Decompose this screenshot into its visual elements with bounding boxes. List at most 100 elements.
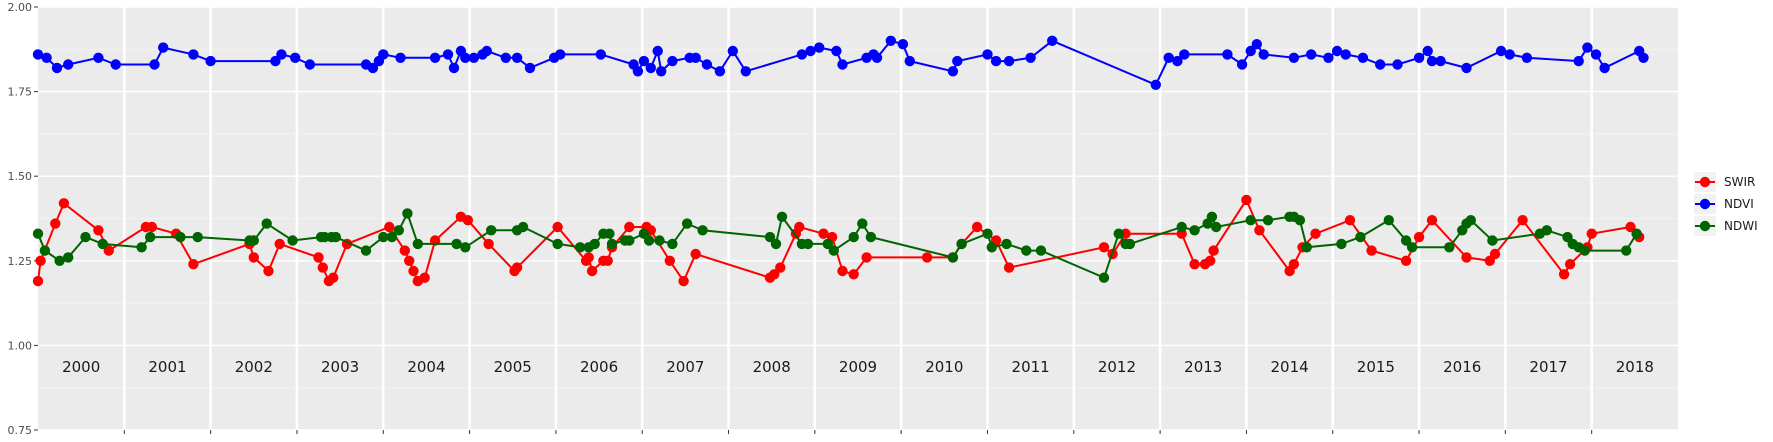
year-label: 2001 (148, 358, 186, 376)
ndvi-point (149, 59, 160, 70)
swir-point (775, 262, 786, 273)
ndvi-point (1003, 55, 1015, 67)
swir-point (1558, 269, 1570, 280)
swir-point (146, 221, 158, 233)
ndwi-point (1262, 215, 1274, 226)
ndwi-point (770, 238, 782, 250)
ndwi-point (97, 238, 108, 250)
ndwi-point (1211, 221, 1222, 233)
swir-point (93, 225, 104, 236)
swir-point (103, 245, 115, 256)
ndwi-point (1355, 231, 1366, 243)
ndvi-point (1251, 39, 1263, 50)
ndwi-point (1301, 242, 1313, 253)
swir-point (1400, 255, 1412, 266)
swir-point (1098, 242, 1110, 253)
ndwi-point (1400, 235, 1412, 246)
ndvi-point (740, 66, 751, 77)
year-label: 2011 (1012, 358, 1050, 376)
ndvi-point (1306, 49, 1317, 60)
ndvi-point (1426, 55, 1438, 67)
ndvi-point (270, 55, 281, 67)
ndwi-point (1294, 215, 1306, 226)
legend-key-point (1699, 176, 1711, 188)
ndwi-point (1487, 235, 1498, 246)
ndwi-point (460, 242, 471, 253)
legend: SWIR NDVI NDWI (1694, 172, 1758, 236)
ndvi-point (690, 52, 701, 63)
ndvi-point (367, 62, 379, 74)
swir-point (1241, 194, 1252, 206)
ndvi-series (32, 35, 1649, 91)
swir-point (408, 265, 419, 277)
ndvi-point (1599, 62, 1610, 74)
ndvi-point (885, 35, 896, 46)
swir-point (35, 255, 46, 266)
swir-point (32, 275, 44, 287)
ndvi-point (378, 49, 389, 60)
ndvi-point (897, 39, 909, 50)
ndvi-point (805, 45, 816, 57)
ndwi-point (1245, 215, 1256, 226)
y-tick-label: 2.00 (8, 1, 33, 14)
ndvi-point (395, 52, 406, 63)
ndvi-point (1150, 79, 1162, 91)
swir-point (861, 252, 872, 263)
ndwi-point (848, 231, 859, 243)
ndwi-point (552, 238, 563, 250)
ndvi-point (1573, 55, 1584, 67)
ndwi-point (486, 225, 497, 236)
ndwi-point (828, 245, 839, 256)
year-label: 2015 (1357, 358, 1395, 376)
swir-point (1205, 255, 1216, 266)
ndwi-point (643, 235, 655, 246)
swir-point (552, 221, 563, 233)
ndwi-point (378, 231, 389, 243)
swir-point (678, 275, 689, 287)
year-label: 2000 (62, 358, 100, 376)
ndwi-point (145, 231, 156, 243)
y-tick-label: 0.75 (8, 424, 33, 437)
swir-point (1208, 245, 1219, 256)
ndwi-point (802, 238, 814, 250)
year-label: 2003 (321, 358, 359, 376)
year-label: 2002 (235, 358, 273, 376)
ndvi-point (595, 49, 606, 60)
ndvi-point (1590, 49, 1602, 60)
ndvi-point (51, 62, 63, 74)
legend-label-ndwi: NDWI (1724, 219, 1758, 233)
ndvi-point (511, 52, 523, 63)
ndvi-point (1582, 42, 1593, 53)
year-label: 2013 (1184, 358, 1222, 376)
ndwi-point (1541, 225, 1553, 236)
year-label: 2005 (494, 358, 532, 376)
swir-point (1426, 215, 1438, 226)
ndvi-point (1331, 45, 1343, 57)
ndvi-point (1461, 62, 1472, 74)
swir-point (419, 272, 430, 283)
ndvi-point (1638, 52, 1649, 63)
x-axis: 2000 2001 2002 2003 2004 2005 2006 2007 2008 2009… (62, 358, 1654, 434)
swir-point (837, 265, 848, 277)
ndwi-point (986, 242, 997, 253)
ndwi-point (857, 218, 868, 229)
ndwi-point (1189, 225, 1200, 236)
year-label: 2004 (407, 358, 445, 376)
swir-point (328, 272, 339, 283)
ndwi-point (393, 225, 404, 236)
ndvi-point (1288, 52, 1300, 63)
y-axis: 0.75 1.00 1.25 1.50 1.75 2.00 (8, 1, 38, 437)
swir-point (690, 248, 701, 260)
legend-item-ndwi: NDWI (1694, 216, 1758, 236)
ndvi-point (1025, 52, 1036, 63)
ndwi-point (1406, 242, 1418, 253)
year-label: 2017 (1529, 358, 1567, 376)
ndwi-point (1383, 215, 1395, 226)
year-label: 2014 (1270, 358, 1308, 376)
ndwi-point (822, 238, 833, 250)
ndvi-point (831, 45, 842, 57)
swir-point (769, 269, 780, 280)
legend-label-swir: SWIR (1724, 175, 1755, 189)
swir-point (586, 265, 598, 277)
